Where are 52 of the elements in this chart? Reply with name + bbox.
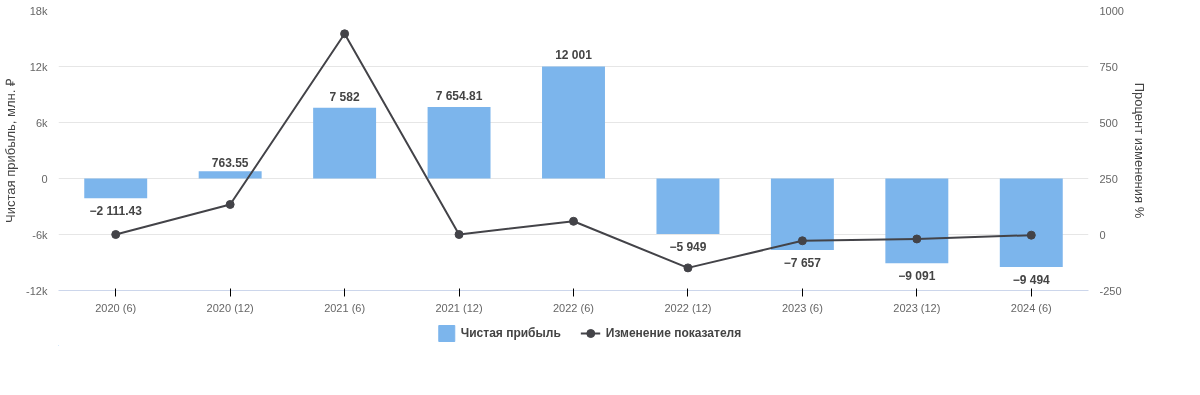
data-label: 7 654.81 <box>435 89 483 104</box>
point <box>454 230 464 239</box>
y2-tick-label: -250 <box>1099 284 1122 297</box>
bar <box>198 171 262 179</box>
x-tick-label: 2021 (12) <box>435 301 483 314</box>
legend-label: Чистая прибыль <box>460 326 561 340</box>
x-tick-label: 2020 (6) <box>95 301 137 314</box>
y-tick-label: 12k <box>29 60 48 73</box>
y-tick-label: 6k <box>35 116 48 129</box>
y-tick-label: 18k <box>29 4 48 17</box>
data-label: −5 949 <box>669 240 707 255</box>
data-label: 7 582 <box>329 89 360 104</box>
y2-axis-title: Процент изменения % <box>1131 82 1147 219</box>
data-label: −9 494 <box>1012 273 1051 288</box>
y2-tick-label: 750 <box>1099 60 1118 73</box>
x-tick-label: 2024 (6) <box>1010 301 1052 314</box>
y-axis-title: Чистая прибыль, млн. ₽ <box>3 78 19 223</box>
x-tick-label: 2023 (12) <box>893 301 941 314</box>
point <box>1026 230 1036 240</box>
point <box>569 216 578 226</box>
bar <box>999 178 1063 268</box>
bar <box>656 178 720 235</box>
bar <box>542 66 605 179</box>
bar <box>313 107 377 179</box>
point <box>111 230 121 239</box>
point <box>797 236 807 246</box>
y-tick-label: -12k <box>26 284 48 297</box>
bar <box>885 178 949 264</box>
data-label: −9 091 <box>898 269 936 284</box>
point <box>225 199 235 209</box>
data-label: 763.55 <box>211 156 249 171</box>
y-tick-label: -6k <box>32 228 48 241</box>
x-tick-label: 2022 (6) <box>553 301 594 314</box>
y2-tick-label: 0 <box>1099 228 1106 241</box>
x-tick-label: 2020 (12) <box>206 301 254 314</box>
point <box>912 234 922 244</box>
data-label: 12 001 <box>555 48 593 63</box>
data-label: −7 657 <box>783 255 822 270</box>
legend-label: Изменение показателя <box>605 326 742 340</box>
x-tick-label: 2022 (12) <box>664 301 712 314</box>
y2-tick-label: 1000 <box>1099 4 1124 17</box>
y-tick-label: 0 <box>41 172 48 185</box>
point <box>683 263 693 273</box>
bar <box>427 107 491 179</box>
x-tick-label: 2021 (6) <box>324 301 366 314</box>
data-label: −2 111.43 <box>89 204 143 219</box>
y2-tick-label: 500 <box>1099 116 1118 129</box>
bar <box>84 178 148 199</box>
x-tick-label: 2023 (6) <box>781 301 823 314</box>
y2-tick-label: 250 <box>1099 172 1118 185</box>
point <box>340 29 350 39</box>
bar <box>770 178 834 250</box>
